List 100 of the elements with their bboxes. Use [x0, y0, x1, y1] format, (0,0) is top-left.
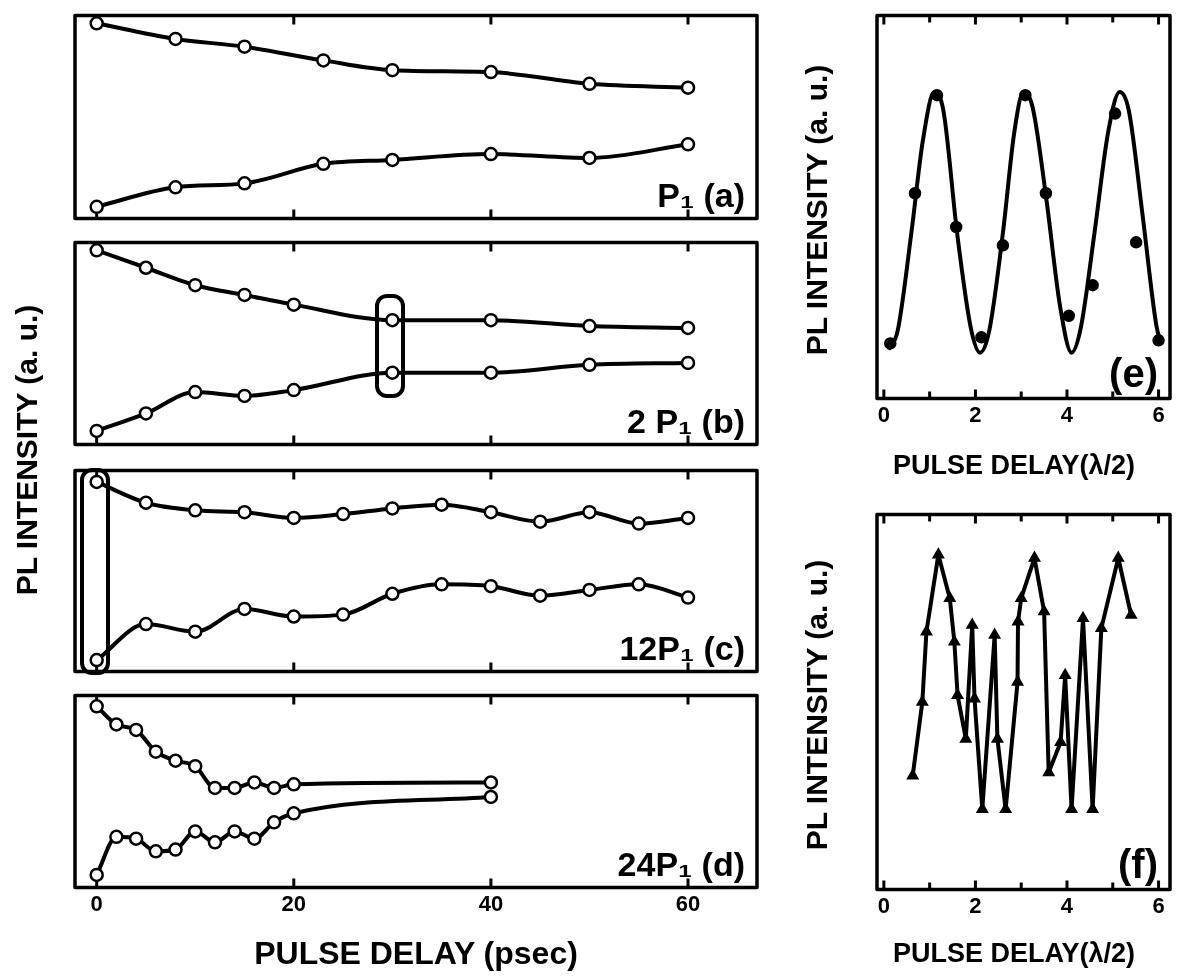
point: [483, 775, 499, 790]
point: [237, 39, 252, 54]
point: [680, 80, 696, 95]
point: [316, 53, 331, 68]
point: [335, 607, 351, 622]
point: [1112, 551, 1124, 562]
point: [582, 76, 597, 92]
point: [286, 297, 302, 312]
x-tick-label: 60: [675, 890, 701, 916]
point: [207, 835, 223, 850]
point: [996, 239, 1010, 252]
point: [89, 474, 104, 490]
point: [989, 628, 1001, 639]
point: [1038, 605, 1050, 616]
x-axis-title: PULSE DELAY (psec): [253, 935, 579, 973]
x-tick-label: 0: [877, 892, 890, 918]
point: [1095, 622, 1107, 633]
point: [187, 503, 203, 518]
point: [948, 635, 960, 646]
point: [286, 777, 302, 792]
x-tick-label: 6: [1152, 892, 1165, 918]
x-tick-label: 40: [478, 890, 504, 916]
point: [680, 320, 696, 336]
point: [335, 506, 351, 522]
x-tick-label: 4: [1060, 892, 1074, 918]
point: [385, 152, 400, 168]
x-tick-label: 2: [969, 401, 982, 427]
point: [148, 744, 164, 759]
point: [582, 318, 597, 334]
point: [109, 717, 124, 732]
x-tick-label: 2: [969, 892, 982, 918]
point: [237, 504, 252, 520]
point: [1086, 278, 1099, 292]
point: [89, 423, 104, 439]
point: [952, 689, 964, 700]
point: [582, 504, 597, 520]
point: [966, 618, 978, 629]
point: [187, 384, 203, 400]
annotation: 24P₁ (d): [617, 844, 745, 883]
point: [532, 588, 548, 603]
y-axis-title: PL INTENSITY (a. u.): [10, 303, 44, 598]
point: [168, 31, 183, 47]
annotation: P₁ (a): [657, 175, 745, 214]
point: [680, 590, 696, 605]
point: [286, 806, 302, 821]
point: [582, 582, 597, 598]
point: [138, 260, 154, 275]
point: [680, 137, 696, 152]
x-axis-title: PULSE DELAY(λ/2): [891, 450, 1137, 482]
point: [247, 775, 262, 790]
point: [237, 601, 252, 617]
point: [907, 769, 919, 780]
point: [237, 287, 252, 303]
annotation: 2 P₁ (b): [627, 401, 745, 440]
point: [680, 355, 696, 371]
point: [483, 578, 499, 594]
point: [1028, 551, 1041, 562]
point: [187, 624, 203, 639]
point: [89, 699, 104, 714]
x-tick-label: 6: [1152, 401, 1165, 427]
point: [316, 156, 331, 172]
point: [227, 824, 242, 839]
point: [237, 176, 252, 191]
point: [920, 625, 933, 636]
point: [138, 495, 154, 510]
point: [385, 586, 400, 602]
point: [168, 842, 183, 857]
point: [89, 867, 104, 883]
point: [89, 243, 104, 258]
point: [532, 514, 548, 529]
point: [930, 88, 944, 102]
point: [1012, 615, 1024, 626]
point: [128, 722, 144, 738]
point: [680, 510, 696, 526]
point: [128, 831, 144, 846]
point: [483, 146, 499, 162]
point: [266, 815, 282, 830]
point: [286, 609, 302, 624]
point: [385, 365, 400, 380]
point: [932, 548, 944, 559]
point: [1019, 88, 1032, 102]
point: [483, 64, 499, 80]
point: [483, 789, 499, 805]
annotation: (f): [1118, 841, 1158, 886]
point: [227, 780, 242, 796]
point: [385, 501, 400, 516]
point: [1152, 334, 1165, 347]
annotation: 12P₁ (c): [619, 628, 745, 667]
point: [187, 758, 203, 774]
x-axis-title: PULSE DELAY(λ/2): [891, 938, 1137, 970]
point: [247, 831, 262, 846]
point: [1077, 612, 1089, 623]
point: [434, 577, 449, 592]
x-tick-label: 0: [877, 401, 890, 427]
point: [385, 62, 400, 78]
x-tick-label: 20: [281, 890, 307, 916]
point: [89, 652, 104, 668]
point: [1039, 187, 1053, 200]
point: [207, 780, 223, 796]
point: [385, 312, 400, 328]
